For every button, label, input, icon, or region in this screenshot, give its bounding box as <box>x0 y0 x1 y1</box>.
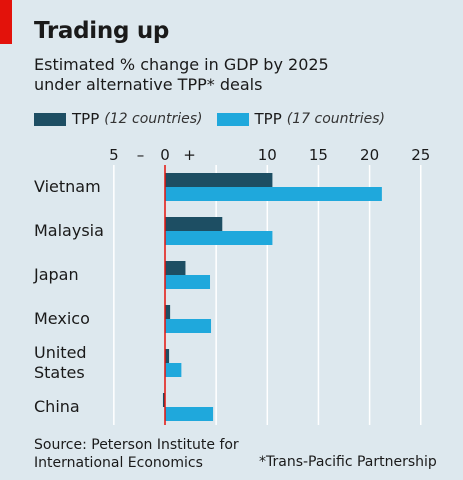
category-label-4-1: States <box>34 363 85 382</box>
category-label-4-0: United <box>34 343 87 362</box>
source-line-2: International Economics <box>34 455 203 471</box>
tick-label-0: 5 <box>109 146 119 164</box>
bar-s1-c1 <box>165 231 273 245</box>
category-label-2-0: Japan <box>33 265 79 284</box>
source-note: Source: Peterson Institute for Internati… <box>34 436 239 472</box>
category-label-3-0: Mexico <box>34 309 90 328</box>
chart-subtitle: Estimated % change in GDP by 2025 under … <box>34 55 454 95</box>
tick-label-2: 10 <box>258 146 277 164</box>
bar-s0-c1 <box>165 217 223 231</box>
subtitle-line-2: under alternative TPP* deals <box>34 75 263 94</box>
legend-label-tpp12: TPP <box>72 110 100 128</box>
bar-s0-c0 <box>165 173 273 187</box>
bar-s0-c2 <box>165 261 186 275</box>
legend-swatch-tpp12 <box>34 112 66 126</box>
brand-tab <box>0 0 12 44</box>
bar-s1-c4 <box>165 363 182 377</box>
chart-title: Trading up <box>34 18 170 44</box>
category-label-1-0: Malaysia <box>34 221 104 240</box>
bar-s0-c4 <box>165 349 170 363</box>
tick-label-4: 20 <box>360 146 379 164</box>
footnote: *Trans-Pacific Partnership <box>259 454 437 470</box>
bar-s0-c3 <box>165 305 171 319</box>
legend-item-tpp17: TPP (17 countries) <box>216 110 386 128</box>
legend-note-tpp12: (12 countries) <box>104 111 203 127</box>
bar-chart: 5 0 10 15 20 25 – + Vietnam Malaysia Japan Mexico Un… <box>33 146 430 425</box>
bar-s1-c3 <box>165 319 212 333</box>
legend: TPP (12 countries) TPP (17 countries) <box>34 110 399 128</box>
legend-item-tpp12: TPP (12 countries) <box>34 110 203 128</box>
bar-s1-c2 <box>165 275 211 289</box>
tick-sign-plus: + <box>183 146 196 164</box>
legend-swatch-tpp17 <box>216 112 249 126</box>
subtitle-line-1: Estimated % change in GDP by 2025 <box>34 55 329 74</box>
category-label-0-0: Vietnam <box>34 177 101 196</box>
tick-label-1: 0 <box>160 146 170 164</box>
tick-sign-minus: – <box>137 146 145 164</box>
bar-s0-c5 <box>162 393 165 407</box>
tick-label-3: 15 <box>309 146 328 164</box>
bar-s1-c5 <box>165 407 214 421</box>
legend-note-tpp17: (17 countries) <box>286 111 386 127</box>
tick-label-5: 25 <box>411 146 430 164</box>
source-line-1: Source: Peterson Institute for <box>34 437 239 453</box>
legend-label-tpp17: TPP <box>254 110 282 128</box>
category-label-5-0: China <box>34 397 80 416</box>
bar-s1-c0 <box>165 187 382 201</box>
